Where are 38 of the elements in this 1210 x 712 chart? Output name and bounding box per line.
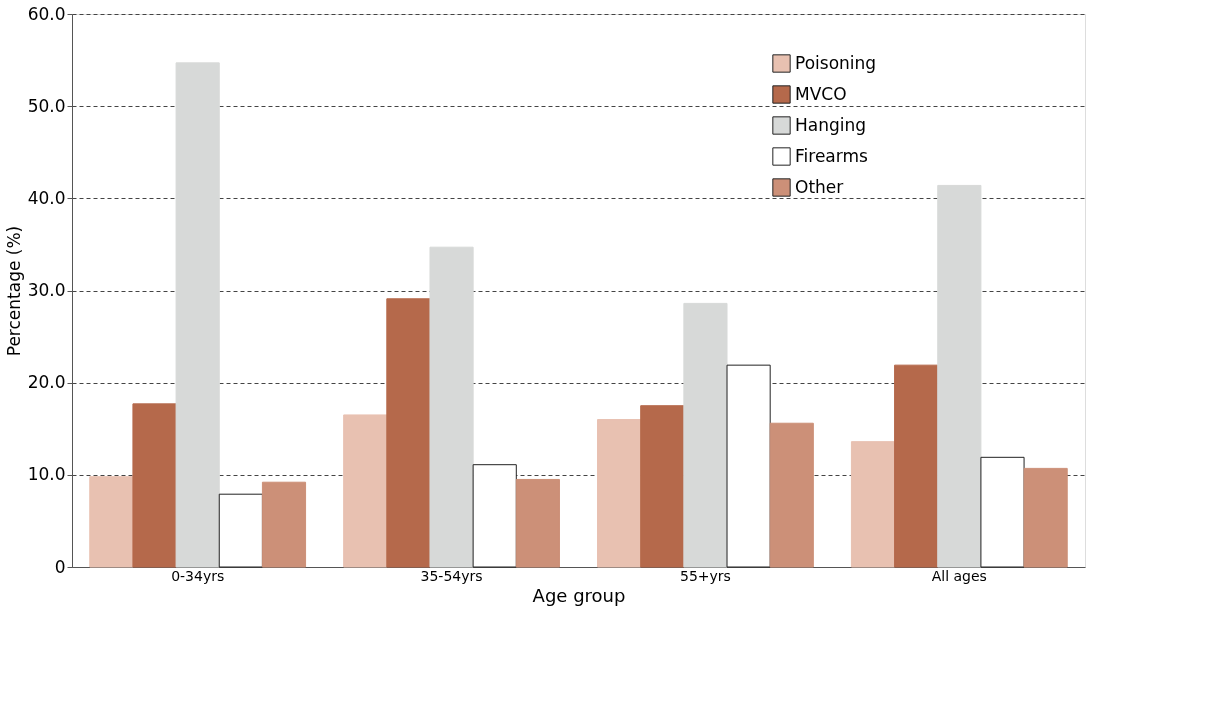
- y-tick-label: 60.0: [27, 3, 66, 24]
- y-tick-label: 0: [54, 556, 66, 577]
- bar: [640, 405, 685, 568]
- y-axis-title: Percentage (%): [3, 225, 24, 357]
- bar: [175, 62, 220, 568]
- x-axis-title: Age group: [532, 584, 626, 606]
- legend-label: Hanging: [795, 114, 867, 135]
- x-tick-label: 0-34yrs: [171, 567, 225, 584]
- bar: [343, 414, 388, 568]
- y-tick-label: 40.0: [27, 187, 66, 208]
- bar: [937, 184, 982, 568]
- legend-label: Other: [795, 176, 844, 197]
- y-tick-label: 10.0: [27, 464, 66, 485]
- bar: [429, 246, 474, 568]
- legend-label: Poisoning: [795, 52, 877, 73]
- y-tick-label: 20.0: [27, 372, 66, 393]
- bar: [980, 456, 1025, 568]
- bar: [894, 364, 939, 568]
- y-tick-label: 30.0: [27, 280, 66, 300]
- bar: [218, 493, 263, 568]
- legend-label: MVCO: [795, 83, 847, 104]
- bar: [472, 464, 517, 568]
- bar: [386, 298, 431, 568]
- bar: [1023, 467, 1068, 568]
- bar: [850, 441, 896, 568]
- bar: [683, 302, 728, 568]
- x-tick-label: All ages: [931, 567, 987, 584]
- bar: [515, 478, 560, 568]
- bar: [769, 422, 814, 568]
- bar: [726, 364, 771, 568]
- x-tick-label: 35-54yrs: [420, 567, 483, 584]
- y-tick-label: 50.0: [27, 95, 66, 116]
- bar: [132, 403, 177, 568]
- bar: [597, 419, 642, 568]
- bar: [261, 481, 307, 568]
- legend-label: Firearms: [795, 145, 869, 166]
- bar: [89, 476, 134, 568]
- x-tick-label: 55+yrs: [680, 567, 731, 584]
